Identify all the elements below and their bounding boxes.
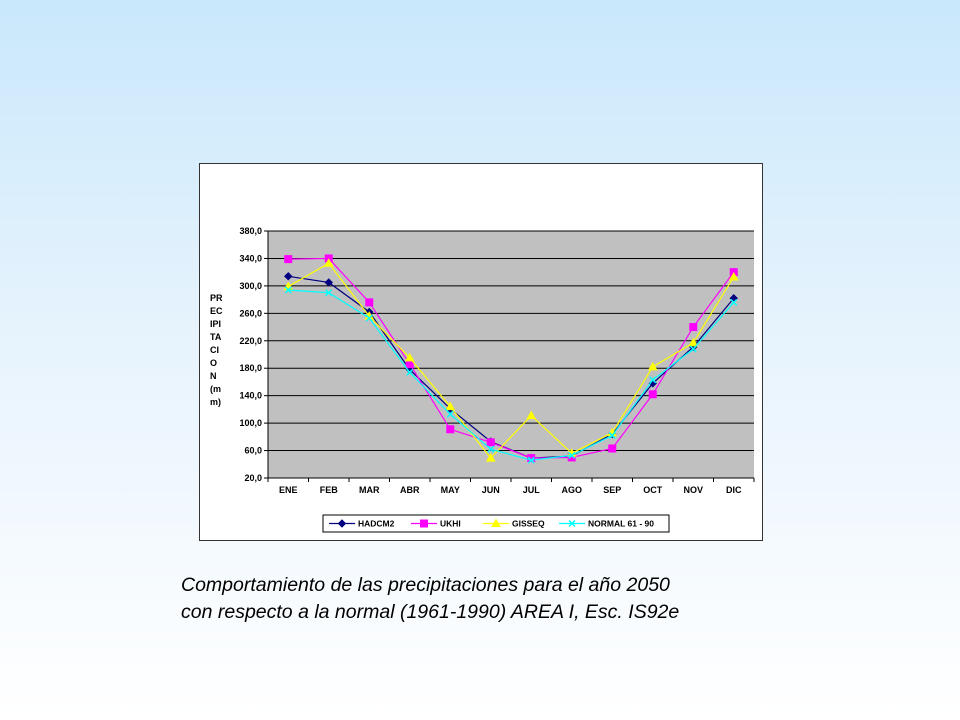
data-point-normal-61-90 bbox=[527, 456, 535, 464]
data-point-ukhi bbox=[608, 444, 617, 453]
y-axis-label: (m bbox=[210, 384, 221, 394]
y-tick-label: 60,0 bbox=[244, 446, 262, 456]
data-point-gisseq bbox=[445, 401, 456, 411]
data-point-normal-61-90 bbox=[730, 298, 738, 306]
data-point-normal-61-90 bbox=[568, 451, 576, 459]
data-point-normal-61-90 bbox=[649, 376, 657, 384]
y-tick-label: 380,0 bbox=[239, 226, 262, 236]
y-tick-label: 180,0 bbox=[239, 363, 262, 373]
data-point-ukhi bbox=[446, 425, 455, 434]
y-axis-label: m) bbox=[210, 397, 221, 407]
data-point-gisseq bbox=[647, 361, 658, 371]
y-tick-label: 220,0 bbox=[239, 336, 262, 346]
data-point-normal-61-90 bbox=[608, 431, 616, 439]
legend-marker-hadcm2 bbox=[337, 519, 347, 528]
legend-label-hadcm2: HADCM2 bbox=[358, 519, 395, 529]
series-line-normal-61-90 bbox=[288, 289, 735, 461]
data-point-hadcm2 bbox=[284, 272, 293, 281]
x-tick-label: OCT bbox=[643, 485, 663, 495]
data-point-ukhi bbox=[527, 454, 536, 463]
x-tick-label: ABR bbox=[400, 485, 420, 495]
data-point-gisseq bbox=[526, 410, 537, 420]
y-axis-label: O bbox=[210, 358, 217, 368]
legend-marker-gisseq bbox=[491, 518, 501, 527]
data-point-gisseq bbox=[728, 271, 739, 281]
data-point-ukhi bbox=[648, 390, 657, 399]
y-tick-label: 340,0 bbox=[239, 253, 262, 263]
y-axis-label: IPI bbox=[210, 319, 221, 329]
data-point-normal-61-90 bbox=[487, 445, 495, 453]
y-tick-label: 260,0 bbox=[239, 308, 262, 318]
y-tick-label: 20,0 bbox=[244, 473, 262, 483]
x-tick-label: JUL bbox=[523, 485, 541, 495]
data-point-normal-61-90 bbox=[284, 286, 292, 294]
y-axis-label: PR bbox=[210, 293, 223, 303]
data-point-ukhi bbox=[689, 323, 698, 332]
caption-line-2: con respecto a la normal (1961-1990) ARE… bbox=[181, 601, 680, 623]
x-tick-label: JUN bbox=[482, 485, 500, 495]
x-tick-label: MAR bbox=[359, 485, 380, 495]
x-tick-label: SEP bbox=[603, 485, 621, 495]
data-point-normal-61-90 bbox=[406, 368, 414, 376]
data-point-gisseq bbox=[323, 258, 334, 267]
y-axis-label: N bbox=[210, 371, 217, 381]
legend-marker-normal-61-90 bbox=[568, 519, 576, 528]
data-point-gisseq bbox=[404, 352, 415, 362]
x-tick-label: ENE bbox=[279, 485, 298, 495]
x-tick-label: FEB bbox=[320, 485, 339, 495]
chart-caption: Comportamiento de las precipitaciones pa… bbox=[181, 572, 881, 626]
data-point-normal-61-90 bbox=[689, 345, 697, 353]
data-point-gisseq bbox=[688, 337, 699, 347]
y-tick-label: 140,0 bbox=[239, 391, 262, 401]
series-line-gisseq bbox=[287, 262, 735, 460]
data-point-normal-61-90 bbox=[446, 410, 454, 418]
x-tick-label: NOV bbox=[683, 485, 703, 495]
x-tick-label: MAY bbox=[441, 485, 460, 495]
series-line-ukhi bbox=[288, 257, 735, 459]
y-tick-label: 100,0 bbox=[239, 418, 262, 428]
y-axis-label: TA bbox=[210, 332, 222, 342]
data-point-ukhi bbox=[365, 298, 374, 307]
chart-frame: 380,0 340,0 300,0 260,0 220,0 180,0 140,0 100,0… bbox=[199, 163, 763, 541]
legend-label-gisseq: GISSEQ bbox=[512, 519, 545, 529]
y-tick-label: 300,0 bbox=[239, 281, 262, 291]
legend-label-normal-61-90: NORMAL 61 - 90 bbox=[588, 519, 654, 529]
precipitation-chart: 380,0 340,0 300,0 260,0 220,0 180,0 140,0 100,0… bbox=[210, 226, 755, 533]
y-axis-label: CI bbox=[210, 345, 219, 355]
data-point-gisseq bbox=[485, 453, 496, 462]
data-point-hadcm2 bbox=[324, 278, 333, 287]
y-axis-label: EC bbox=[210, 306, 223, 316]
data-point-ukhi bbox=[284, 255, 293, 264]
data-point-normal-61-90 bbox=[325, 289, 333, 297]
data-point-ukhi bbox=[486, 438, 495, 447]
x-tick-label: DIC bbox=[726, 485, 742, 495]
legend-label-ukhi: UKHI bbox=[440, 519, 461, 529]
data-point-normal-61-90 bbox=[365, 314, 373, 322]
legend-marker-ukhi bbox=[420, 519, 428, 528]
x-tick-label: AGO bbox=[561, 485, 582, 495]
caption-line-1: Comportamiento de las precipitaciones pa… bbox=[181, 574, 670, 596]
plot-area bbox=[268, 231, 754, 478]
